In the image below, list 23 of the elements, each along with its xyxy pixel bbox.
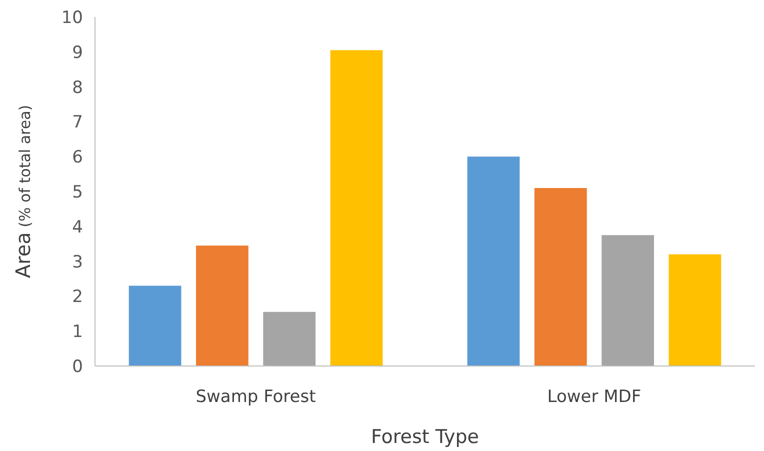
bar xyxy=(128,286,182,366)
x-tick-label: Swamp Forest xyxy=(196,387,316,407)
y-tick-label: 4 xyxy=(72,217,83,238)
y-tick-label: 9 xyxy=(72,42,83,63)
bar xyxy=(534,188,587,366)
bar xyxy=(467,156,520,366)
bar xyxy=(330,50,383,366)
bar xyxy=(263,312,316,366)
y-tick-label: 10 xyxy=(61,8,83,28)
y-tick-label: 2 xyxy=(72,287,83,308)
bar xyxy=(196,246,248,366)
x-axis-title: Forest Type xyxy=(371,426,479,448)
bar xyxy=(668,254,722,366)
bar xyxy=(602,235,654,366)
y-tick-label: 5 xyxy=(72,182,83,202)
y-tick-label: 7 xyxy=(72,112,83,133)
y-tick-label: 8 xyxy=(72,78,83,98)
y-tick-label: 6 xyxy=(72,148,83,168)
y-tick-label: 3 xyxy=(72,252,83,272)
x-tick-label: Lower MDF xyxy=(547,387,642,407)
y-tick-label: 1 xyxy=(72,322,83,342)
y-tick-label: 0 xyxy=(72,356,83,377)
y-axis-title: Area (% of total area) xyxy=(11,104,35,278)
